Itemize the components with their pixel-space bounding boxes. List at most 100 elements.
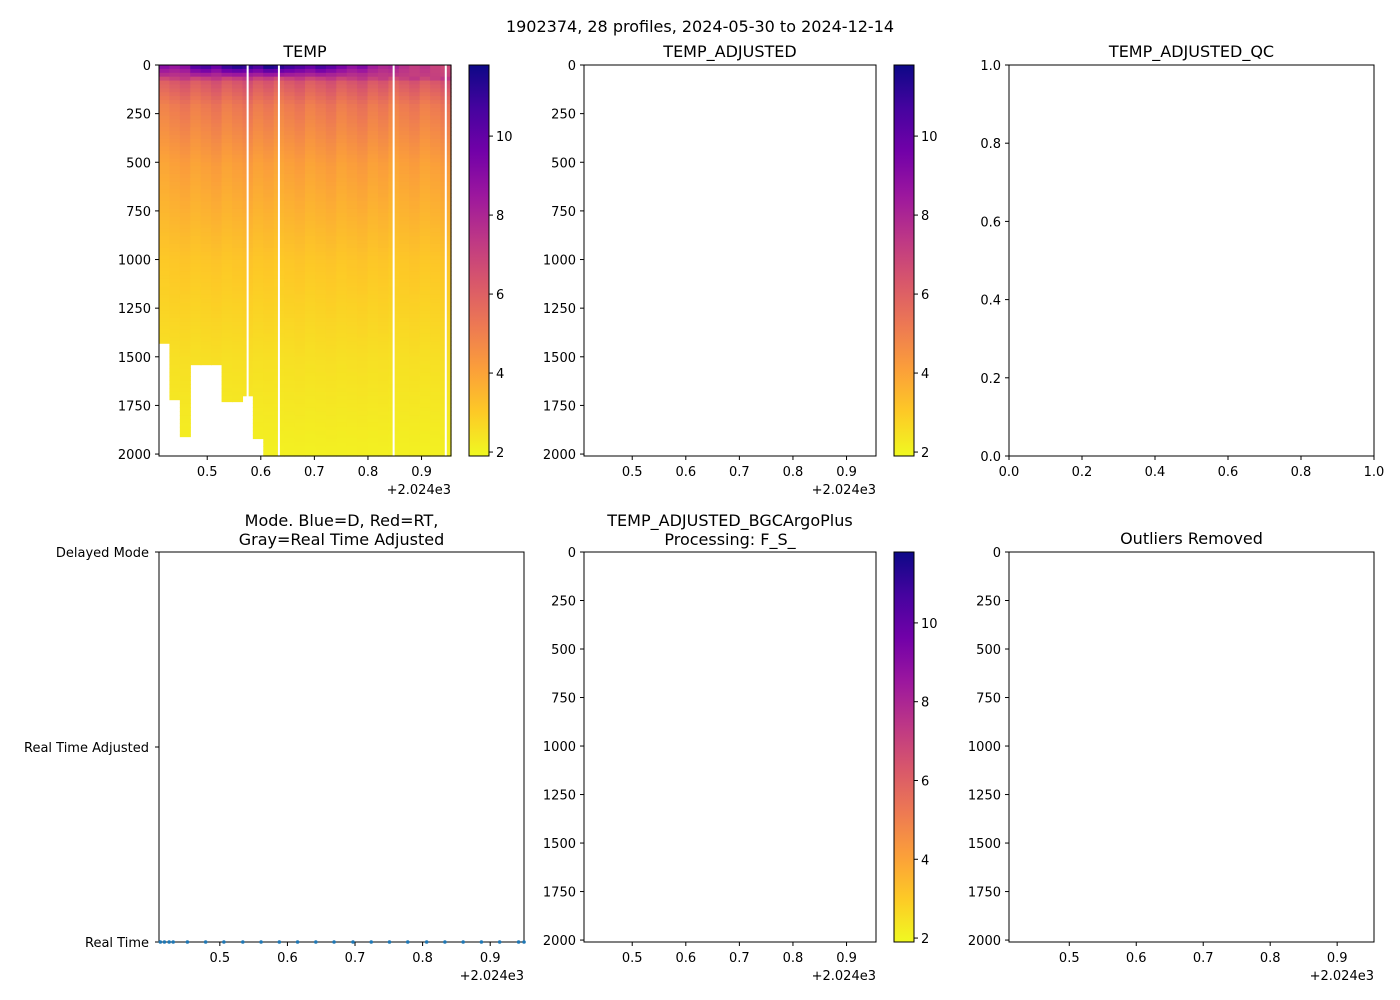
heatmap-cell [169, 185, 181, 191]
heatmap-cell [398, 92, 410, 97]
heatmap-cell [398, 391, 410, 397]
heatmap-cell [398, 251, 410, 257]
colorbar [893, 551, 915, 943]
heatmap-cell [179, 384, 191, 389]
heatmap-cell [315, 216, 327, 222]
heatmap-cell [398, 197, 410, 202]
heatmap-cell [325, 212, 337, 218]
heatmap-cell [305, 442, 317, 447]
mode-point [241, 940, 245, 944]
heatmap-cell [252, 76, 264, 82]
heatmap-cell [325, 240, 337, 245]
heatmap-cell [357, 411, 369, 416]
heatmap-cell [252, 197, 264, 202]
heatmap-cell [305, 275, 317, 280]
heatmap-cell [211, 345, 223, 350]
heatmap-cell [357, 376, 369, 381]
heatmap-cell [346, 352, 358, 358]
x-tick-label: 0.8 [783, 951, 804, 966]
heatmap-cell [367, 177, 379, 183]
colorbar-tick-label: 4 [921, 853, 929, 868]
heatmap-cell [190, 177, 202, 183]
heatmap-cell [419, 278, 431, 284]
heatmap-cell [190, 138, 202, 144]
heatmap-cell [325, 220, 337, 226]
heatmap-cell [200, 189, 212, 194]
heatmap-cell [190, 123, 202, 128]
heatmap-cell [336, 384, 348, 389]
heatmap-cell [336, 131, 348, 136]
colorbar [893, 64, 915, 457]
heatmap-cell [398, 321, 410, 327]
heatmap-cell [305, 65, 317, 70]
heatmap-cell [294, 224, 306, 230]
heatmap-cell [200, 138, 212, 144]
heatmap-cell [357, 189, 369, 194]
heatmap-cell [346, 100, 358, 105]
heatmap-cell [430, 88, 442, 93]
heatmap-cell [325, 356, 337, 362]
heatmap-cell [169, 142, 181, 148]
heatmap-cell [211, 181, 223, 187]
heatmap-cell [378, 142, 390, 148]
heatmap-cell [179, 364, 191, 370]
heatmap-cell [232, 321, 244, 327]
heatmap-cell [221, 173, 233, 179]
mode-point [259, 940, 263, 944]
heatmap-cell [367, 228, 379, 233]
heatmap-cell [169, 317, 181, 323]
heatmap-cell [336, 442, 348, 447]
heatmap-cell [252, 384, 264, 389]
heatmap-cell [346, 454, 358, 457]
heatmap-cell [336, 341, 348, 346]
heatmap-cell [336, 419, 348, 424]
mode-point [522, 940, 526, 944]
heatmap-cell [232, 352, 244, 358]
heatmap-cell [315, 450, 327, 455]
heatmap-cell [315, 88, 327, 93]
heatmap-cell [315, 170, 327, 175]
heatmap-cell [325, 302, 337, 307]
heatmap-cell [398, 247, 410, 253]
heatmap-cell [263, 263, 275, 268]
heatmap-cell [367, 302, 379, 307]
heatmap-cell [294, 247, 306, 253]
heatmap-cell [430, 131, 442, 136]
heatmap-cell [315, 454, 327, 457]
heatmap-cell [252, 321, 264, 327]
heatmap-cell [200, 313, 212, 319]
heatmap-cell [336, 263, 348, 268]
heatmap-cell [179, 247, 191, 253]
heatmap-cell [409, 197, 421, 202]
heatmap-cell [211, 197, 223, 202]
heatmap-cell [336, 162, 348, 167]
heatmap-cell [284, 220, 296, 226]
heatmap-cell [263, 100, 275, 105]
heatmap-cell [315, 446, 327, 451]
heatmap-cell [419, 442, 431, 447]
heatmap-cell [367, 306, 379, 311]
heatmap-cell [419, 356, 431, 362]
heatmap-cell [200, 170, 212, 175]
heatmap-cell [315, 158, 327, 163]
heatmap-cell [211, 278, 223, 284]
heatmap-cell [305, 247, 317, 253]
heatmap-cell [190, 255, 202, 261]
heatmap-cell [346, 212, 358, 218]
heatmap-cell [398, 146, 410, 152]
heatmap-cell [315, 173, 327, 179]
heatmap-cell [367, 290, 379, 296]
heatmap-cell [200, 275, 212, 280]
heatmap-cell [409, 135, 421, 140]
heatmap-cell [159, 193, 171, 198]
heatmap-cell [284, 119, 296, 124]
heatmap-cell [409, 310, 421, 315]
heatmap-cell [357, 181, 369, 187]
heatmap-cell [346, 302, 358, 307]
heatmap-cell [190, 68, 202, 74]
heatmap-cell [190, 84, 202, 89]
heatmap-cell [252, 325, 264, 331]
heatmap-cell [409, 442, 421, 447]
heatmap-cell [409, 422, 421, 428]
heatmap-cell [346, 310, 358, 315]
